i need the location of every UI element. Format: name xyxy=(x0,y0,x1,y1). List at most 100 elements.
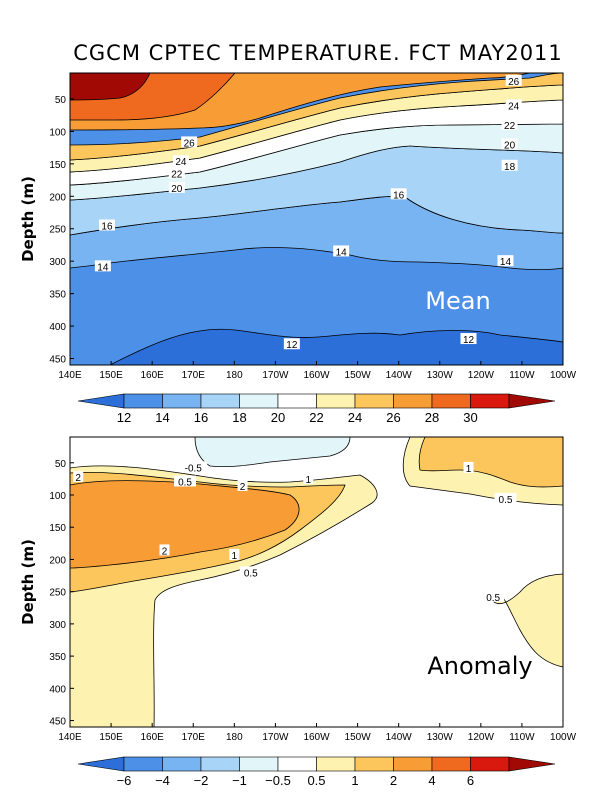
mean-contour-label-bg xyxy=(168,181,185,193)
mean-y-tick-label: 250 xyxy=(49,225,66,236)
mean-contour-label: 24 xyxy=(508,101,520,112)
anomaly-contour-label: 0.5 xyxy=(244,568,258,579)
mean-colorbar-swatch xyxy=(470,393,510,409)
anomaly-contour-label-bg xyxy=(179,461,208,473)
mean-contour-label-bg xyxy=(501,118,518,130)
mean-contour-label-bg xyxy=(168,167,185,179)
mean-x-tick-label: 160W xyxy=(303,370,330,381)
mean-y-tick-label: 50 xyxy=(55,95,67,106)
mean-contour-label-bg xyxy=(98,219,115,231)
anomaly-contour-label: 2 xyxy=(240,482,246,493)
mean-contour-label-bg xyxy=(333,245,350,257)
anomaly-colorbar-label: −2 xyxy=(194,773,209,788)
mean-band-above-30 xyxy=(69,72,151,101)
mean-contour-label-bg xyxy=(501,159,518,171)
anomaly-colorbar-swatch xyxy=(508,756,556,772)
anomaly-colorbar-label: 1 xyxy=(351,773,358,788)
anomaly-x-tick-label: 140E xyxy=(58,732,82,743)
anomaly-y-tick-label: 50 xyxy=(55,459,67,470)
anomaly-y-tick-label: 300 xyxy=(49,620,66,631)
mean-colorbar-label: 30 xyxy=(463,410,477,425)
anomaly-contour-label: 1 xyxy=(466,464,472,475)
chart-title: CGCM CPTEC TEMPERATURE. FCT MAY2011 xyxy=(73,41,563,65)
mean-axis-ticks: 140E 150E 160E 170E 180 170W 160W 150W 140W 130W 1… xyxy=(49,95,576,381)
mean-x-tick-label: 120W xyxy=(468,370,495,381)
anomaly-contour-label-bg xyxy=(229,548,240,560)
mean-x-tick-label: 180 xyxy=(226,370,243,381)
mean-contour-label-bg xyxy=(181,136,198,148)
anomaly-axis-ticks: 140E 150E 160E 170E 180 170W 160W 150W 140W 130W 1… xyxy=(49,459,576,743)
anomaly-contour-label-bg xyxy=(174,475,197,487)
anomaly-colorbar-swatch xyxy=(162,756,202,772)
mean-x-tick-label: 140W xyxy=(386,370,413,381)
anomaly-contour-label: 2 xyxy=(75,473,81,484)
mean-y-tick-label: 450 xyxy=(49,355,66,366)
mean-contour-label: 24 xyxy=(175,157,187,168)
mean-x-tick-label: 100W xyxy=(550,370,577,381)
anomaly-band-1-2-east xyxy=(418,436,564,488)
anomaly-colorbar-label: 0.5 xyxy=(307,773,325,788)
anomaly-colorbar-label: −4 xyxy=(155,773,170,788)
anomaly-colorbar-swatch xyxy=(123,756,163,772)
mean-contour-label: 16 xyxy=(101,221,113,232)
anomaly-colorbar-swatch xyxy=(316,756,356,772)
mean-contour-label-bg xyxy=(505,99,522,111)
mean-contour-label: 20 xyxy=(171,184,183,195)
anomaly-contour-label: 0.5 xyxy=(178,477,192,488)
mean-y-tick-label: 100 xyxy=(49,127,66,138)
mean-colorbar-swatch xyxy=(354,393,394,409)
mean-x-tick-label: 130W xyxy=(427,370,454,381)
anomaly-contour-label-bg xyxy=(237,479,248,491)
anomaly-colorbar-swatch xyxy=(77,756,125,772)
mean-contour-label-bg xyxy=(501,138,518,150)
mean-colorbar-label: 28 xyxy=(425,410,439,425)
mean-colorbar-swatch xyxy=(239,393,279,409)
anomaly-contour-label: 0.5 xyxy=(486,593,500,604)
anomaly-y-tick-label: 450 xyxy=(49,717,66,728)
anomaly-y-tick-label: 400 xyxy=(49,684,66,695)
anomaly-contour-label-bg xyxy=(494,492,517,504)
mean-x-tick-label: 160E xyxy=(140,370,164,381)
mean-x-tick-label: 150E xyxy=(99,370,123,381)
anomaly-contour-label-bg xyxy=(482,590,505,602)
anomaly-colorbar: −6 −4 −2 −1 −0.5 0.5 1 2 4 6 xyxy=(77,756,556,788)
mean-contour-label: 22 xyxy=(504,121,516,132)
mean-y-tick-label: 350 xyxy=(49,290,66,301)
anomaly-colorbar-swatch xyxy=(470,756,510,772)
mean-colorbar-swatch xyxy=(123,393,163,409)
mean-colorbar-swatch xyxy=(162,393,202,409)
mean-y-axis-label: Depth (m) xyxy=(19,176,37,262)
mean-colorbar-swatch xyxy=(200,393,240,409)
anomaly-colorbar-swatch xyxy=(200,756,240,772)
mean-colorbar-swatch xyxy=(316,393,356,409)
mean-contour-labels: 26 24 22 20 18 26 24 22 20 16 16 14 14 14 12 12 xyxy=(94,74,522,351)
anomaly-contour-label: -0.5 xyxy=(185,463,203,474)
anomaly-colorbar-label: −1 xyxy=(232,773,247,788)
anomaly-y-tick-label: 200 xyxy=(49,555,66,566)
anomaly-colorbar-label: −6 xyxy=(117,773,132,788)
mean-x-tick-label: 170W xyxy=(262,370,289,381)
mean-colorbar-label: 20 xyxy=(271,410,285,425)
mean-colorbar: 12 14 16 18 20 22 24 26 28 30 xyxy=(77,393,556,425)
mean-colorbar-swatch xyxy=(393,393,433,409)
anomaly-x-tick-label: 160E xyxy=(140,732,164,743)
anomaly-x-tick-label: 150W xyxy=(345,732,372,743)
mean-panel-label: Mean xyxy=(425,287,490,315)
anomaly-colorbar-swatch xyxy=(239,756,279,772)
mean-x-tick-label: 150W xyxy=(345,370,372,381)
anomaly-x-tick-label: 170E xyxy=(182,732,206,743)
mean-contour-label: 12 xyxy=(286,340,298,351)
anomaly-x-tick-label: 180 xyxy=(226,732,243,743)
mean-contour-label-bg xyxy=(94,260,111,272)
anomaly-x-tick-label: 140W xyxy=(386,732,413,743)
mean-contour-label-bg xyxy=(460,333,477,345)
mean-y-tick-label: 150 xyxy=(49,160,66,171)
anomaly-x-tick-label: 150E xyxy=(99,732,123,743)
mean-colorbar-label: 26 xyxy=(386,410,400,425)
anomaly-contour-label-bg xyxy=(463,461,474,473)
mean-colorbar-swatch xyxy=(431,393,471,409)
anomaly-contour-label-bg xyxy=(159,544,170,556)
mean-contour-label: 26 xyxy=(184,138,196,149)
mean-contour-label: 12 xyxy=(463,335,475,346)
